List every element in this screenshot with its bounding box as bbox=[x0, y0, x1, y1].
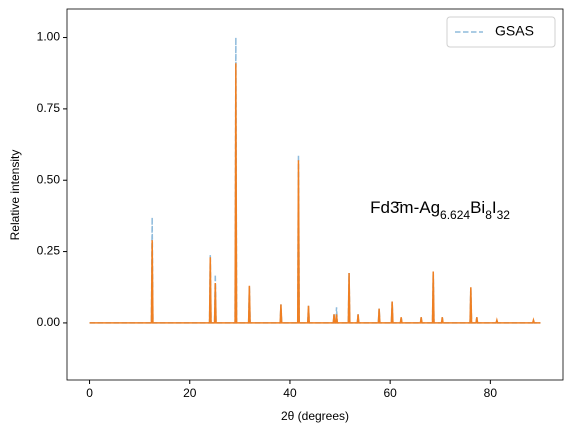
annotation-part: 32 bbox=[497, 208, 511, 222]
y-tick-label: 0.25 bbox=[37, 244, 61, 258]
x-axis-label: 2θ (degrees) bbox=[281, 409, 349, 423]
legend-box bbox=[446, 16, 556, 48]
annotation-part: Bi bbox=[470, 198, 485, 217]
series-line bbox=[89, 63, 541, 324]
annotation-part: Fd3̄m-Ag bbox=[370, 198, 440, 217]
x-tick-label: 80 bbox=[484, 386, 498, 400]
x-tick-label: 40 bbox=[283, 386, 297, 400]
annotation-part: I bbox=[492, 198, 497, 217]
y-tick-label: 0.75 bbox=[37, 101, 61, 115]
plot-frame bbox=[66, 8, 564, 381]
y-axis-label: Relative intensity bbox=[8, 150, 22, 241]
y-tick-label: 0.00 bbox=[37, 315, 61, 329]
annotation: Fd3̄m-Ag6.624Bi8I32 bbox=[370, 198, 510, 222]
y-tick-label: 1.00 bbox=[37, 30, 61, 44]
x-tick-label: 0 bbox=[86, 386, 93, 400]
legend-label: GSAS bbox=[495, 23, 534, 39]
annotation-part: 8 bbox=[485, 208, 492, 222]
x-tick-label: 20 bbox=[183, 386, 197, 400]
x-tick-label: 60 bbox=[383, 386, 397, 400]
y-tick-label: 0.50 bbox=[37, 172, 61, 186]
series-line bbox=[89, 37, 541, 324]
annotation-part: 6.624 bbox=[440, 208, 470, 222]
